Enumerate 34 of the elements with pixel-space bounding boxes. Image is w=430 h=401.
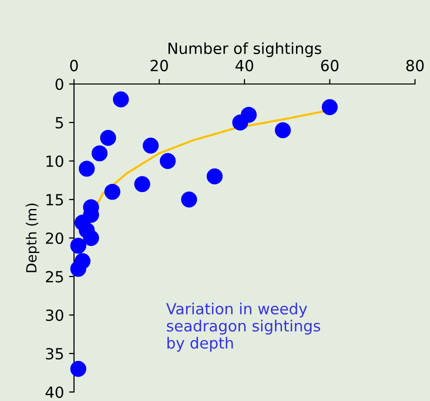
- y-tick-label: 10: [46, 155, 64, 168]
- y-tick-label: 35: [46, 348, 63, 360]
- point: [181, 192, 198, 208]
- point: [232, 114, 248, 130]
- point: [70, 260, 86, 277]
- point: [142, 138, 159, 154]
- annotation: Variation in weedy seadragon sightings by depth: [166, 302, 320, 352]
- x-tick-label: 40: [236, 60, 254, 72]
- point: [83, 230, 100, 246]
- y-axis-title: Depth (m): [26, 204, 40, 272]
- y-tick-label: 5: [56, 117, 63, 129]
- y-tick-label: 25: [46, 270, 63, 283]
- x-axis-title: Number of sightings: [168, 42, 322, 58]
- point: [134, 176, 150, 192]
- point: [160, 153, 176, 169]
- point: [70, 360, 86, 377]
- y-tick-label: 0: [56, 78, 64, 90]
- x-tick-label: 60: [321, 60, 338, 72]
- point: [274, 122, 291, 138]
- point: [70, 238, 86, 254]
- x-tick-label: 0: [70, 60, 78, 72]
- x-tick-label: 80: [406, 60, 424, 72]
- point: [112, 91, 129, 108]
- y-tick-label: 30: [46, 309, 64, 322]
- point: [206, 168, 223, 184]
- point: [322, 99, 338, 116]
- point: [100, 130, 116, 146]
- point: [92, 145, 108, 162]
- x-tick-label: 20: [150, 60, 168, 72]
- y-tick-label: 40: [46, 386, 64, 398]
- y-tick-label: 15: [46, 194, 63, 206]
- point: [78, 160, 95, 177]
- y-tick-label: 20: [46, 232, 64, 244]
- point: [104, 184, 120, 200]
